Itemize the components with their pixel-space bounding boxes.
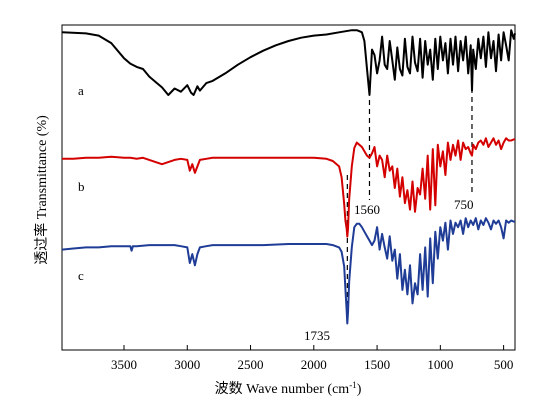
plot-frame [61,24,516,351]
series-layer [61,29,516,325]
x-tick-label-500: 500 [494,357,514,372]
x-tick-label-2500: 2500 [238,357,264,372]
x-axis-label-main: 波数 Wave number (cm [215,381,350,397]
x-tick-label-1500: 1500 [364,357,390,372]
x-tick-label-2000: 2000 [301,357,327,372]
series-b-line [62,137,515,238]
x-axis-label: 波数 Wave number (cm-1) [215,380,362,397]
x-tick-label-3000: 3000 [174,357,200,372]
series-a-line [61,29,516,96]
x-axis-label-close: ) [357,382,362,397]
peak-label-1735: 1735 [304,328,330,343]
x-tick-label-3500: 3500 [111,357,137,372]
y-axis-label: 透过率 Transmittance (%) [33,115,50,265]
curve-label-a: a [78,83,84,98]
x-tick-label-1000: 1000 [427,357,453,372]
peak-label-1560: 1560 [354,202,380,217]
curve-label-c: c [78,268,84,283]
x-axis-label-superscript: -1 [349,380,357,390]
curve-label-b: b [78,179,85,194]
x-ticks: 3500 3000 2500 2000 1500 1000 500 [111,345,513,372]
series-c-line [61,217,515,325]
peak-label-750: 750 [454,197,474,212]
